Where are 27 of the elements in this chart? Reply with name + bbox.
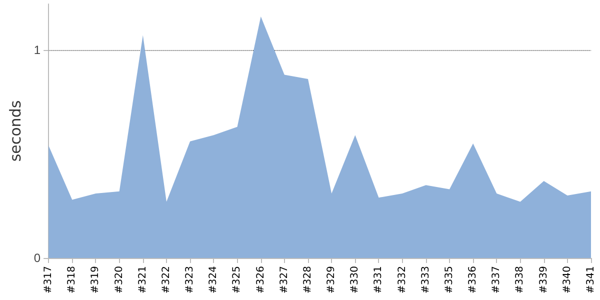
x-tick-label: #341 <box>586 266 596 294</box>
x-tick-label: #320 <box>114 266 125 294</box>
x-tick-label: #322 <box>160 266 172 294</box>
y-tick-label: 1 <box>34 42 41 57</box>
x-tick-label: #335 <box>444 266 455 294</box>
x-tick-label: #331 <box>373 266 384 294</box>
x-tick-label: #329 <box>326 266 338 294</box>
x-tick-label: #325 <box>232 266 243 294</box>
x-tick-label: #336 <box>468 266 479 294</box>
x-tick-label: #321 <box>137 266 148 294</box>
x-tick-label: #337 <box>491 266 502 294</box>
x-tick-label: #327 <box>278 266 290 294</box>
x-tick-label: #328 <box>302 266 314 294</box>
x-tick-label: #338 <box>514 266 526 294</box>
x-tick-label: #330 <box>350 266 361 294</box>
y-axis-title: seconds <box>6 100 24 162</box>
x-tick-label: #339 <box>538 266 550 294</box>
x-tick-label: #332 <box>396 266 408 294</box>
x-tick-label: #324 <box>208 266 220 294</box>
x-tick-label: #318 <box>66 266 78 294</box>
x-tick-label: #326 <box>255 266 266 294</box>
y-tick-label: 0 <box>34 251 41 265</box>
x-tick-label: #317 <box>43 266 54 294</box>
x-tick-label: #323 <box>184 266 196 294</box>
x-tick-label: #319 <box>90 266 102 294</box>
x-tick-label: #340 <box>562 266 573 294</box>
x-tick-label: #333 <box>420 266 432 294</box>
